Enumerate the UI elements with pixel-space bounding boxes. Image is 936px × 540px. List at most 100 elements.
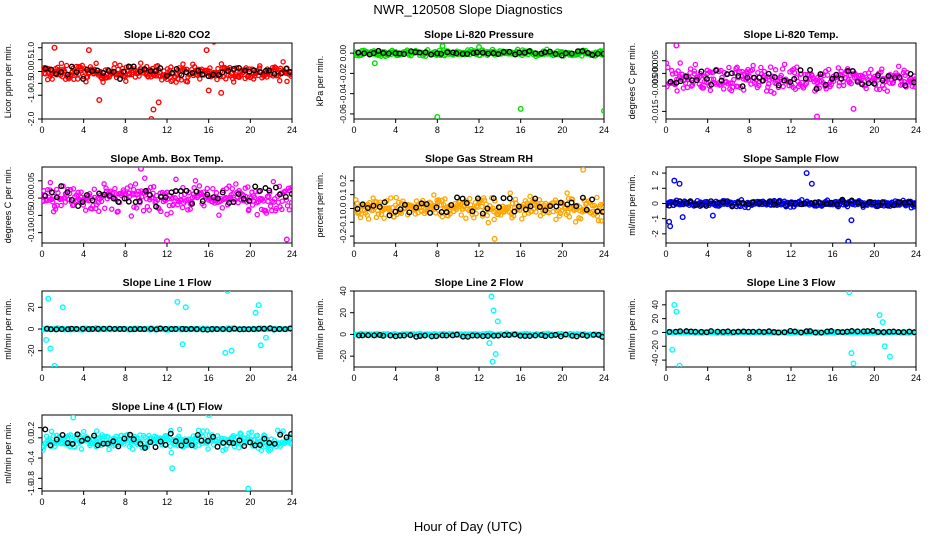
data-point <box>280 59 286 65</box>
outlier-point <box>666 218 673 225</box>
data-point <box>758 64 764 71</box>
data-point <box>284 78 290 85</box>
panel-title: Slope Li-820 CO2 <box>124 29 211 41</box>
hourly-point <box>875 202 882 209</box>
data-point <box>835 65 842 71</box>
hourly-point <box>375 47 382 54</box>
data-point <box>168 449 175 456</box>
hourly-point <box>854 78 861 85</box>
data-point <box>707 87 714 94</box>
hourly-point <box>359 201 366 208</box>
hourly-point <box>219 69 226 76</box>
outlier-point <box>673 308 680 315</box>
hourly-point <box>818 329 825 336</box>
data-point <box>875 77 881 83</box>
data-point <box>868 66 874 73</box>
x-tick-label: 8 <box>747 373 752 383</box>
data-point <box>133 205 140 211</box>
hourly-point <box>188 325 195 332</box>
hourly-point <box>73 326 80 333</box>
data-point <box>509 200 516 207</box>
hourly-point <box>859 80 866 87</box>
plot-frame <box>41 414 293 492</box>
hourly-point <box>110 195 117 202</box>
x-tick-label: 24 <box>287 125 297 135</box>
data-point <box>878 69 884 75</box>
data-point <box>274 427 281 434</box>
hourly-point <box>73 69 80 76</box>
hourly-point <box>797 67 804 74</box>
y-tick-label: -0.02 <box>338 63 348 83</box>
data-point <box>794 64 800 70</box>
outlier-point <box>876 312 883 319</box>
hourly-point <box>885 72 892 79</box>
hourly-point <box>708 328 715 335</box>
hourly-point <box>230 440 237 447</box>
hourly-point <box>79 198 86 205</box>
hourly-point <box>173 65 180 72</box>
data-point <box>731 76 737 83</box>
hourly-point <box>552 50 559 57</box>
hourly-point <box>703 75 710 82</box>
data-point <box>288 441 292 447</box>
x-tick-label: 0 <box>663 373 668 383</box>
hourly-point <box>771 74 778 81</box>
hourly-point <box>162 194 169 201</box>
hourly-point <box>808 200 815 207</box>
hourly-point <box>692 328 699 335</box>
x-tick-label: 16 <box>828 125 838 135</box>
data-point <box>147 184 154 191</box>
hourly-point <box>91 432 98 439</box>
hourly-point <box>557 333 564 340</box>
hourly-point <box>162 325 169 332</box>
hourly-point <box>891 202 898 209</box>
data-point <box>432 210 439 216</box>
y-tick-label: -0.05 <box>26 205 36 225</box>
hourly-point <box>240 195 247 202</box>
x-tick-label: 12 <box>162 249 172 259</box>
hourly-point <box>583 206 590 213</box>
data-point <box>257 63 263 69</box>
outlier-point <box>803 170 810 177</box>
hourly-point <box>95 325 102 332</box>
data-point <box>279 206 285 213</box>
hourly-point <box>80 75 87 82</box>
hourly-point <box>843 200 850 207</box>
outlier-point <box>439 43 446 50</box>
outlier-point <box>679 214 686 221</box>
hourly-point <box>594 208 601 215</box>
data-point <box>527 193 533 200</box>
hourly-point <box>693 77 700 84</box>
data-point <box>691 68 698 74</box>
hourly-point <box>401 332 408 339</box>
outlier-point <box>245 485 252 491</box>
hourly-point <box>157 65 164 72</box>
hourly-point <box>911 79 916 86</box>
hourly-point <box>817 200 824 207</box>
hourly-point <box>235 64 242 71</box>
hourly-point <box>812 329 819 336</box>
data-point <box>128 441 134 448</box>
hourly-point <box>474 195 481 202</box>
data-point <box>105 434 111 440</box>
hourly-point <box>287 325 292 332</box>
y-tick-label: 0.2 <box>338 175 348 187</box>
outlier-point <box>371 60 378 67</box>
hourly-point <box>47 442 54 449</box>
outlier-point <box>434 113 441 119</box>
x-tick-label: 8 <box>435 249 440 259</box>
x-tick-label: 16 <box>828 249 838 259</box>
hourly-point <box>427 209 434 216</box>
data-point <box>750 62 756 69</box>
data-point <box>219 205 226 211</box>
data-point <box>431 192 437 198</box>
hourly-point <box>256 187 263 194</box>
hourly-point <box>739 83 746 90</box>
outlier-point <box>59 304 66 311</box>
hourly-point <box>724 328 731 335</box>
hourly-point <box>271 440 278 447</box>
hourly-point <box>495 332 502 339</box>
hourly-point <box>579 48 586 55</box>
x-tick-label: 24 <box>911 125 921 135</box>
hourly-point <box>880 329 887 336</box>
